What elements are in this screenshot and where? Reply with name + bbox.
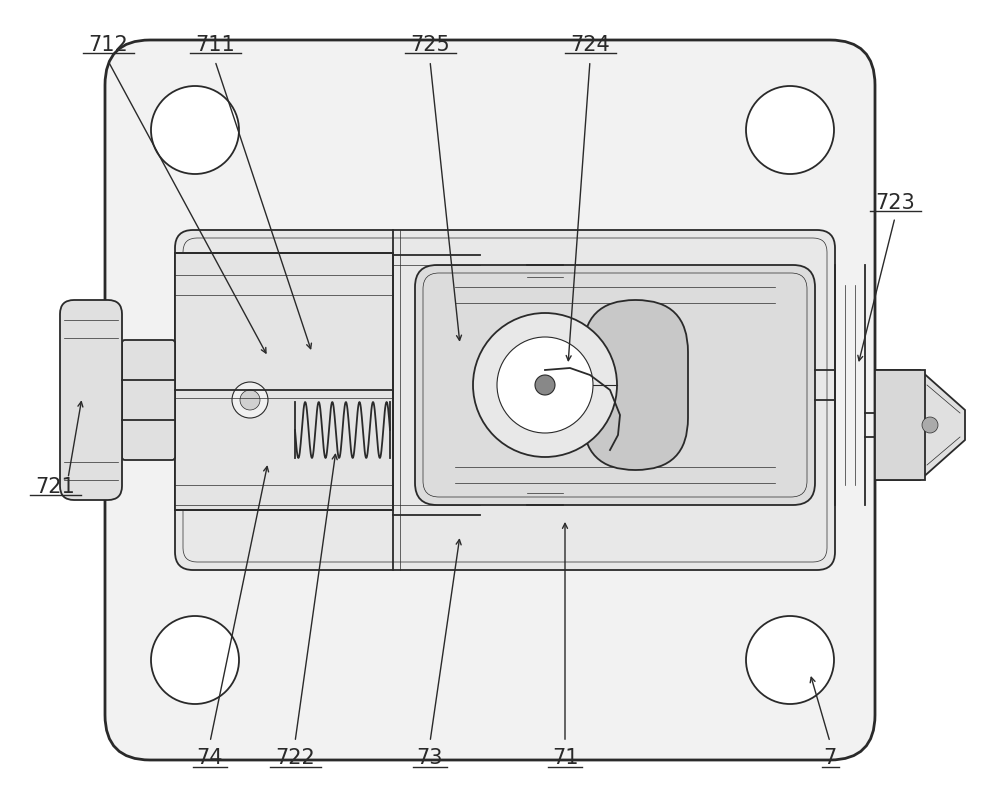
Circle shape bbox=[922, 417, 938, 433]
FancyBboxPatch shape bbox=[105, 40, 875, 760]
Text: 711: 711 bbox=[195, 35, 235, 54]
Text: 71: 71 bbox=[552, 749, 578, 768]
FancyBboxPatch shape bbox=[583, 300, 688, 470]
Circle shape bbox=[473, 313, 617, 457]
FancyBboxPatch shape bbox=[415, 265, 815, 505]
Text: 722: 722 bbox=[275, 749, 315, 768]
Bar bbox=[175, 253, 393, 510]
FancyBboxPatch shape bbox=[60, 300, 122, 500]
FancyBboxPatch shape bbox=[122, 340, 175, 460]
Circle shape bbox=[232, 382, 268, 418]
Circle shape bbox=[746, 86, 834, 174]
Circle shape bbox=[151, 86, 239, 174]
Circle shape bbox=[240, 390, 260, 410]
Text: 725: 725 bbox=[410, 35, 450, 54]
Circle shape bbox=[535, 375, 555, 395]
Text: 74: 74 bbox=[197, 749, 223, 768]
Circle shape bbox=[497, 337, 593, 433]
Polygon shape bbox=[875, 370, 965, 480]
Text: 7: 7 bbox=[823, 749, 837, 768]
Circle shape bbox=[746, 616, 834, 704]
Bar bbox=[875, 370, 925, 480]
Circle shape bbox=[151, 616, 239, 704]
Text: 712: 712 bbox=[88, 35, 128, 54]
Text: 721: 721 bbox=[35, 477, 75, 496]
Text: 724: 724 bbox=[570, 35, 610, 54]
FancyBboxPatch shape bbox=[175, 230, 835, 570]
Text: 73: 73 bbox=[417, 749, 443, 768]
Text: 723: 723 bbox=[875, 193, 915, 212]
